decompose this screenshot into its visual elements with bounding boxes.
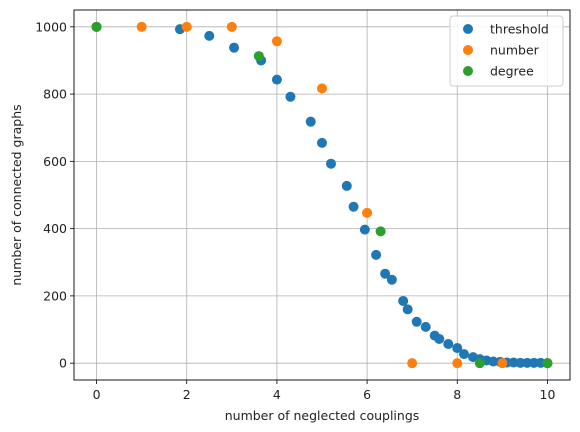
point-number (452, 358, 463, 369)
point-threshold (411, 316, 422, 327)
legend-marker-degree (463, 66, 473, 76)
point-number (181, 21, 192, 32)
point-number (226, 21, 237, 32)
point-threshold (443, 339, 454, 350)
point-number (407, 358, 418, 369)
point-threshold (420, 321, 431, 332)
y-tick-label: 400 (43, 221, 67, 236)
y-tick-label: 1000 (35, 19, 67, 34)
point-threshold (386, 274, 397, 285)
point-threshold (229, 42, 240, 53)
point-number (497, 358, 508, 369)
point-number (362, 207, 373, 218)
point-degree (542, 358, 553, 369)
y-axis-ticks: 0 200 400 600 800 1000 (35, 19, 74, 371)
point-threshold (359, 224, 370, 235)
point-degree (375, 226, 386, 237)
legend-marker-threshold (463, 24, 473, 34)
point-threshold (204, 30, 215, 41)
point-degree (91, 21, 102, 32)
x-tick-label: 2 (183, 387, 191, 402)
x-tick-label: 4 (273, 387, 281, 402)
point-number (136, 21, 147, 32)
x-tick-label: 10 (540, 387, 556, 402)
point-threshold (452, 343, 463, 354)
point-threshold (326, 158, 337, 169)
x-axis-ticks: 0 2 4 6 8 10 (93, 380, 556, 402)
point-degree (253, 51, 264, 62)
legend-box (449, 15, 564, 87)
y-tick-label: 800 (43, 87, 67, 102)
x-axis-label: number of neglected couplings (225, 408, 420, 423)
legend-label-threshold: threshold (490, 22, 549, 37)
point-threshold (402, 304, 413, 315)
legend: threshold number degree (449, 15, 564, 87)
point-number (271, 36, 282, 47)
point-threshold (271, 74, 282, 85)
point-threshold (305, 116, 316, 127)
x-tick-label: 8 (453, 387, 461, 402)
point-threshold (434, 333, 445, 344)
y-tick-label: 0 (59, 356, 67, 371)
y-tick-label: 600 (43, 154, 67, 169)
point-threshold (348, 201, 359, 212)
point-number (317, 83, 327, 94)
point-threshold (380, 268, 391, 279)
point-threshold (371, 249, 382, 260)
point-threshold (398, 295, 409, 306)
data-points (91, 21, 553, 369)
point-degree (474, 358, 485, 369)
x-tick-label: 6 (363, 387, 371, 402)
y-tick-label: 200 (43, 288, 67, 303)
x-tick-label: 0 (93, 387, 101, 402)
legend-label-number: number (490, 43, 540, 58)
y-axis-label: number of connected graphs (9, 104, 24, 285)
point-threshold (459, 349, 470, 360)
legend-label-degree: degree (490, 64, 534, 79)
point-threshold (285, 91, 296, 102)
point-threshold (341, 180, 352, 191)
legend-marker-number (463, 45, 473, 55)
point-threshold (317, 137, 327, 148)
plot-frame (73, 9, 571, 381)
